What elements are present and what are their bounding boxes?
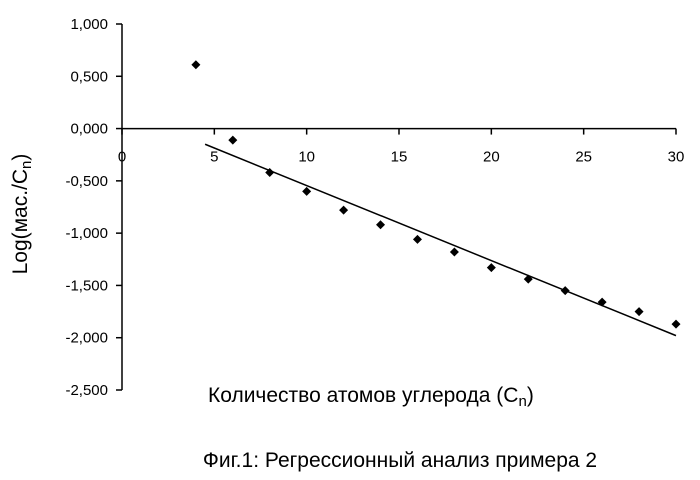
data-point [560,286,570,296]
y-ticks: 1,000 0,500 0,000 -0,500 -1,000 -1,500 -2,000 -… [65,16,122,399]
data-points [191,60,681,329]
x-tick-label: 15 [391,149,408,166]
data-point [376,220,386,230]
x-tick-label: 25 [575,149,592,166]
y-axis-label: Log(мас./Cn) [9,154,35,275]
y-tick-label: -1,000 [65,225,108,242]
axes [121,24,676,390]
y-tick-label: 0,000 [70,121,108,138]
figure-caption: Фиг.1: Регрессионный анализ примера 2 [203,449,597,472]
y-tick-label: 0,500 [70,68,108,85]
data-point [265,167,275,177]
data-point [449,247,459,257]
y-tick-label: -2,500 [65,382,108,399]
x-tick-label: 30 [668,149,685,166]
x-tick-label: 20 [483,149,500,166]
y-tick-label: 1,000 [70,16,108,33]
data-point [523,274,533,284]
x-tick-label: 5 [210,149,218,166]
y-tick-label: -1,500 [65,277,108,294]
data-point [412,234,422,244]
x-tick-label: 0 [118,149,126,166]
data-point [191,60,201,70]
x-axis-label: Количество атомов углерода (Cn) [208,384,534,410]
data-point [634,307,644,317]
data-point [339,205,349,215]
y-tick-label: -2,000 [65,330,108,347]
x-tick-label: 10 [298,149,315,166]
data-point [597,297,607,307]
data-point [228,135,238,145]
data-point [302,186,312,196]
regression-trendline [204,143,677,337]
data-point [486,263,496,273]
data-point [671,319,681,329]
x-ticks: 0 5 10 15 20 25 30 [118,128,685,166]
y-tick-label: -0,500 [65,173,108,190]
